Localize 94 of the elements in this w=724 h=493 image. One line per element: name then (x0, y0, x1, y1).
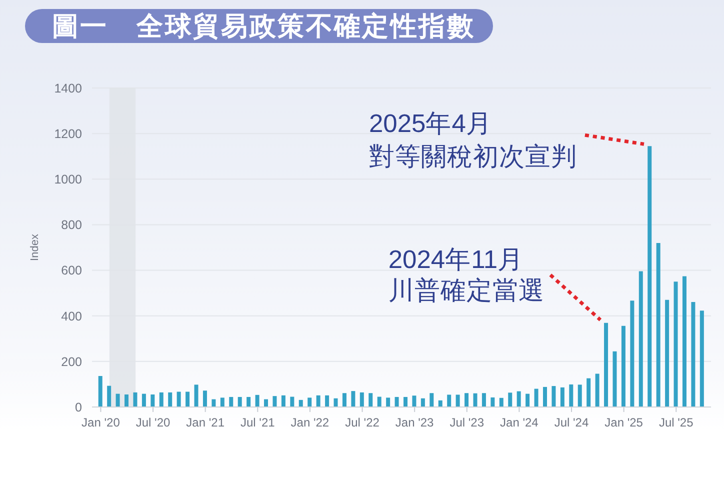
bar (386, 398, 390, 407)
x-tick-label: Jan '20 (82, 416, 120, 430)
x-tick-label: Jan '22 (290, 416, 330, 430)
bar (290, 396, 294, 407)
bar (229, 396, 234, 407)
x-tick-label: Jul '23 (450, 416, 484, 430)
bar (604, 322, 608, 407)
bar (159, 392, 164, 407)
y-axis-title: Index (28, 234, 41, 261)
bar (264, 399, 268, 407)
x-tick-label: Jan '21 (186, 416, 225, 430)
y-tick-label: 200 (61, 354, 82, 369)
bar (586, 378, 591, 407)
annotation: 2025年4月對等關稅初次宣判 (368, 110, 577, 172)
bar (430, 393, 434, 407)
bar (560, 387, 564, 407)
bar (281, 395, 286, 407)
bar (456, 394, 460, 407)
bar (612, 351, 617, 407)
bar (124, 394, 129, 407)
bar (255, 394, 260, 407)
bar (648, 146, 652, 407)
bar (412, 396, 416, 407)
bar (569, 384, 574, 407)
x-tick-label: Jul '21 (240, 416, 276, 430)
bar (316, 395, 320, 407)
bar (534, 388, 538, 407)
y-tick-label: 800 (61, 218, 82, 232)
bar (133, 392, 138, 407)
bar (308, 398, 312, 407)
bar (482, 393, 486, 407)
bar (691, 302, 696, 407)
bar (526, 394, 530, 407)
x-tick-label: Jul '22 (345, 416, 380, 430)
bar (595, 374, 600, 407)
bar (186, 392, 190, 407)
bar (246, 396, 251, 407)
bar (98, 376, 102, 407)
bar (638, 271, 643, 407)
y-tick-label: 1200 (54, 127, 82, 142)
x-tick-label: Jan '23 (395, 416, 434, 430)
y-tick-label: 1400 (54, 81, 82, 96)
bar (630, 300, 634, 407)
bar (368, 393, 373, 407)
x-tick-label: Jul '24 (554, 416, 589, 430)
bar (447, 394, 452, 407)
bar (682, 276, 686, 407)
bar (578, 384, 582, 407)
bar (168, 392, 172, 407)
bar (700, 310, 704, 407)
bar (298, 400, 303, 407)
bar (656, 242, 660, 407)
y-tick-label: 400 (61, 309, 82, 324)
chart-title: 圖一 全球貿易政策不確定性指數 (52, 10, 475, 43)
bar (516, 391, 521, 407)
bar (508, 392, 512, 407)
bar (194, 384, 198, 407)
bar (665, 300, 670, 407)
annotation: 2024年11月川普確定當選 (388, 246, 544, 305)
bar (499, 398, 504, 407)
y-tick-label: 0 (75, 400, 82, 414)
bar (272, 396, 277, 407)
y-tick-label: 600 (61, 264, 82, 278)
bar (220, 398, 224, 407)
bar (202, 390, 207, 407)
bar (116, 394, 120, 407)
y-tick-label: 1000 (54, 172, 82, 187)
bar (621, 326, 626, 407)
bar (404, 396, 408, 407)
bar (490, 397, 495, 407)
bar (212, 399, 216, 407)
x-tick-label: Jan '24 (500, 416, 539, 430)
bar (438, 400, 442, 407)
bar (464, 393, 469, 407)
x-tick-label: Jul '25 (658, 416, 694, 430)
bar (420, 398, 425, 407)
bar (107, 386, 112, 407)
bar (542, 386, 547, 407)
bar (325, 395, 330, 407)
bar (142, 394, 146, 407)
x-tick-label: Jul '20 (136, 416, 171, 430)
bar (176, 392, 181, 407)
bar (150, 394, 155, 407)
bar (377, 396, 382, 407)
bar (334, 398, 338, 407)
x-tick-label: Jan '25 (604, 416, 644, 430)
bar (473, 393, 478, 407)
bar (238, 396, 242, 407)
bar (360, 392, 364, 407)
bar (351, 391, 356, 407)
bar (674, 282, 678, 407)
bar (394, 396, 399, 407)
bar (552, 386, 556, 407)
bar (342, 393, 346, 407)
